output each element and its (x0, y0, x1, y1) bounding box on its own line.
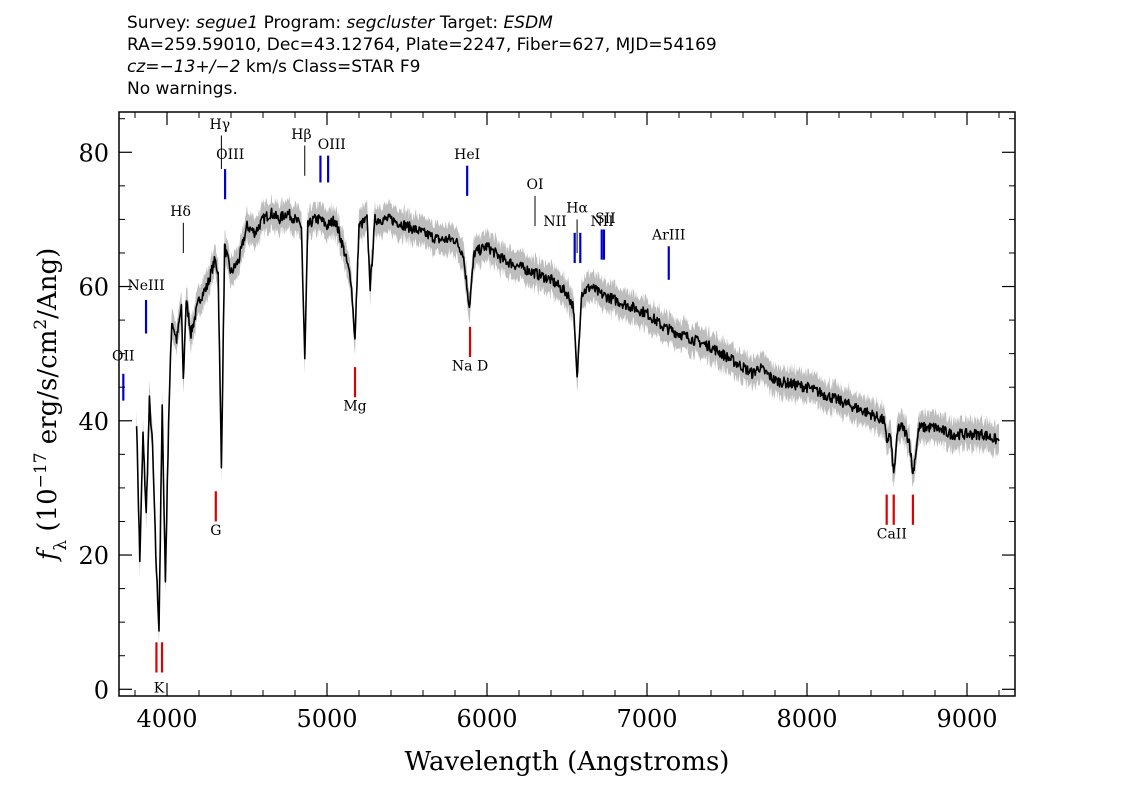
balmer-line-label-h--0: Hδ (170, 204, 191, 220)
survey-label: Survey: (127, 13, 191, 33)
x-tick-label: 8000 (776, 705, 837, 733)
axis-ticks: 4000 5000 6000 7000 8000 9000 0 20 40 60 80 (78, 112, 1015, 733)
balmer-line-label-h--4: Hα (566, 201, 588, 217)
balmer-line-label-oi-3: OI (526, 177, 543, 193)
emission-line-label-nii-6: NII (543, 214, 566, 230)
spectrum-header: Survey: segue1 Program: segcluster Targe… (127, 12, 717, 100)
emission-line-label-hei-5: HeI (454, 147, 480, 163)
plot-frame-rect (118, 111, 1016, 697)
spectrum-line-flux (135, 207, 1000, 632)
program-label: Program: (263, 13, 342, 33)
absorption-line-label-na-d-4: Na D (452, 358, 488, 374)
emission-line-label-oiii-3: OIII (318, 137, 346, 153)
emission-line-label-oiii-2: OIII (216, 147, 244, 163)
emission-line-label-neiii-1: NeIII (127, 278, 164, 294)
header-line-coordinates: RA=259.59010, Dec=43.12764, Plate=2247, … (127, 35, 717, 55)
target-label: Target: (439, 13, 499, 33)
emission-line-label-oii-0: OII (112, 348, 135, 364)
y-axis-title: fλ (10−17 erg/s/cm2/Ang) (31, 248, 71, 563)
cz-value: cz=−13+/−2 (127, 57, 241, 77)
plot-frame (118, 111, 1016, 697)
absorption-line-label-caii-5: CaII (877, 526, 907, 542)
y-tick-label: 80 (78, 139, 109, 167)
y-tick-label: 20 (78, 542, 109, 570)
x-tick-label: 7000 (616, 705, 677, 733)
absorption-line-label-mg-3: Mg (343, 399, 366, 415)
absorption-line-label-g-2: G (210, 523, 221, 539)
header-line-warnings: No warnings. (127, 79, 238, 99)
target-value: ESDM (503, 13, 553, 33)
x-tick-label: 4000 (136, 705, 197, 733)
y-tick-label: 0 (94, 676, 109, 704)
emission-line-label-sii-8: SII (595, 211, 616, 227)
emission-line-label-ariii-10: ArIII (651, 228, 685, 244)
error-band (136, 193, 1000, 646)
y-tick-label: 60 (78, 274, 109, 302)
balmer-line-label-h--2: Hβ (291, 127, 311, 143)
x-tick-label: 5000 (296, 705, 357, 733)
x-axis-title: Wavelength (Angstroms) (405, 747, 730, 777)
error-band-layer (136, 193, 1000, 646)
program-value: segcluster (346, 13, 435, 33)
absorption-line-label-k-0: K (154, 681, 165, 697)
balmer-line-label-h--1: Hγ (210, 117, 231, 133)
header-line-survey: Survey: segue1 Program: segcluster Targe… (127, 12, 717, 34)
class-value: Class=STAR F9 (292, 57, 421, 77)
y-tick-label: 40 (78, 408, 109, 436)
x-tick-label: 6000 (456, 705, 517, 733)
cz-unit: km/s (245, 57, 287, 77)
x-tick-label: 9000 (936, 705, 997, 733)
header-line-redshift: cz=−13+/−2 km/s Class=STAR F9 (127, 56, 717, 78)
survey-value: segue1 (196, 13, 259, 33)
spectrum-layer (135, 207, 1000, 632)
emission-line-label-nii-7: NII (591, 214, 614, 230)
